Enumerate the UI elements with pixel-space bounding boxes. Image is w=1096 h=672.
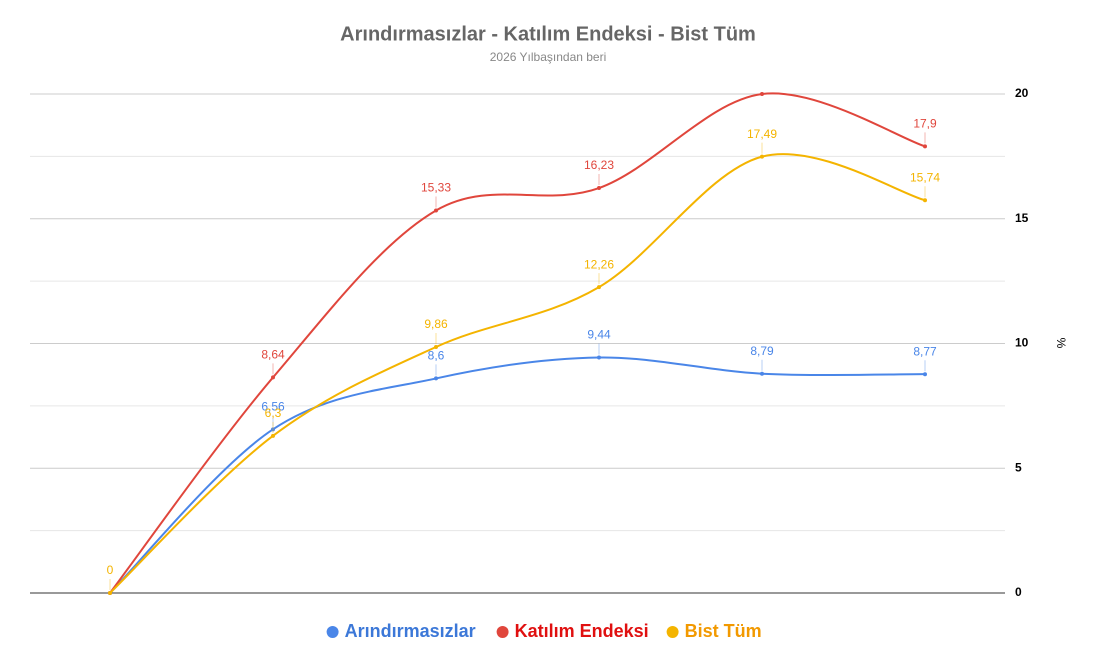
data-point	[434, 344, 438, 349]
series-line	[109, 356, 926, 594]
data-point	[760, 154, 764, 159]
data-label: 8,64	[261, 348, 285, 362]
legend-label: Arındırmasızlar	[345, 621, 476, 641]
data-label: 0	[107, 563, 114, 577]
chart-subtitle: 2026 Yılbaşından beri	[490, 50, 607, 64]
data-point	[923, 372, 927, 377]
data-label: 9,86	[424, 317, 448, 331]
data-point	[760, 92, 764, 96]
data-label: 8,6	[428, 349, 445, 363]
data-label: 8,79	[750, 344, 774, 358]
y-tick-label: 20	[1015, 86, 1029, 100]
data-label: 16,23	[584, 158, 614, 172]
data-label: 15,74	[910, 170, 940, 184]
data-point	[760, 371, 764, 376]
data-label: 6,56	[261, 399, 285, 413]
y-tick-label: 5	[1015, 460, 1022, 474]
legend-label: Katılım Endeksi	[515, 621, 649, 641]
data-label: 15,33	[421, 181, 451, 195]
legend-marker	[666, 626, 679, 638]
y-tick-label: 15	[1015, 211, 1029, 225]
data-point	[434, 208, 438, 213]
data-point	[597, 285, 601, 290]
data-label: 8,77	[913, 344, 937, 358]
data-label: 17,49	[747, 127, 777, 141]
y-tick-label: 10	[1015, 336, 1029, 350]
data-point	[434, 376, 438, 381]
series-line	[109, 153, 926, 594]
data-point	[923, 198, 927, 203]
data-label: 9,44	[587, 328, 611, 342]
legend-marker	[496, 626, 509, 638]
data-point	[108, 591, 112, 595]
y-tick-label: 0	[1015, 585, 1022, 599]
y-axis-label: %	[1054, 338, 1068, 349]
data-label: 17,9	[913, 117, 937, 131]
legend-marker	[326, 626, 339, 638]
data-point	[271, 433, 275, 438]
legend-label: Bist Tüm	[685, 621, 762, 641]
chart-title: Arındırmasızlar - Katılım Endeksi - Bist…	[340, 23, 756, 45]
data-point	[597, 355, 601, 360]
data-point	[271, 375, 275, 380]
data-label: 6,3	[265, 406, 282, 420]
data-label: 12,26	[584, 257, 614, 271]
data-point	[271, 427, 275, 432]
data-point	[597, 186, 601, 191]
series-line	[109, 92, 926, 594]
data-point	[923, 144, 927, 149]
